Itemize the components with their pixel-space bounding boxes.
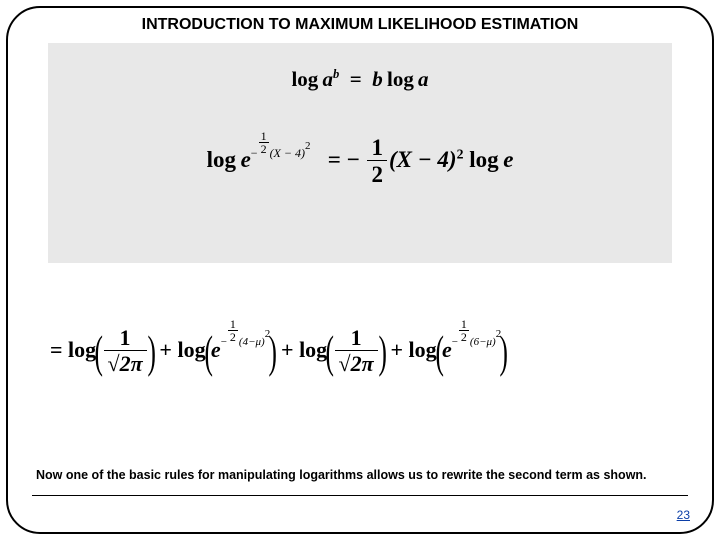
- beq-frac1: 1√2π: [104, 326, 147, 378]
- beq-plus3: +: [390, 337, 403, 362]
- rule-exp: b: [333, 67, 339, 81]
- rule-rhs-arg: a: [418, 67, 429, 91]
- rparen-icon: ): [147, 334, 155, 371]
- log-power-rule: log ab = b log a: [78, 67, 642, 92]
- slide-frame: INTRODUCTION TO MAXIMUM LIKELIHOOD ESTIM…: [6, 6, 714, 534]
- page-number: 23: [677, 508, 690, 522]
- applied-mid: (X − 4): [389, 147, 457, 172]
- applied-half: 1 2: [367, 135, 387, 189]
- rparen-icon: ): [500, 334, 508, 371]
- beq-log4: log: [408, 337, 436, 362]
- applied-eq: = −: [328, 147, 360, 172]
- caption-text: Now one of the basic rules for manipulat…: [36, 467, 678, 484]
- applied-tail-e: e: [503, 147, 513, 172]
- rule-base: a: [323, 67, 334, 91]
- beq-eq: =: [50, 337, 63, 362]
- beq-exp2: −12(6−μ)2: [452, 318, 502, 348]
- rule-log: log: [291, 67, 318, 91]
- applied-log: log: [207, 147, 236, 172]
- formula-box: log ab = b log a log e−12(X − 4)2 = − 1 …: [48, 43, 672, 263]
- rule-coeff: b: [372, 67, 383, 91]
- applied-tail-log: log: [469, 147, 498, 172]
- expanded-equation: = log(1√2π) + log(e−12(4−μ)2) + log(1√2π…: [50, 318, 682, 378]
- rparen-icon: ): [378, 334, 386, 371]
- beq-log3: log: [299, 337, 327, 362]
- beq-exp1: −12(4−μ)2: [221, 318, 271, 348]
- applied-sq: 2: [457, 146, 464, 161]
- lparen-icon: (: [95, 334, 103, 371]
- rule-rhs-log: log: [387, 67, 414, 91]
- beq-log1: log: [68, 337, 96, 362]
- lparen-icon: (: [435, 334, 443, 371]
- beq-frac2: 1√2π: [335, 326, 378, 378]
- rparen-icon: ): [269, 334, 277, 371]
- page-title: INTRODUCTION TO MAXIMUM LIKELIHOOD ESTIM…: [8, 16, 712, 34]
- separator-line: [32, 495, 688, 496]
- applied-e: e: [241, 147, 251, 172]
- beq-plus1: +: [159, 337, 172, 362]
- lparen-icon: (: [204, 334, 212, 371]
- applied-equation: log e−12(X − 4)2 = − 1 2 (X − 4)2 log e: [78, 130, 642, 189]
- beq-log2: log: [177, 337, 205, 362]
- applied-exponent: −12(X − 4)2: [251, 130, 311, 159]
- lparen-icon: (: [326, 334, 334, 371]
- beq-plus2: +: [281, 337, 294, 362]
